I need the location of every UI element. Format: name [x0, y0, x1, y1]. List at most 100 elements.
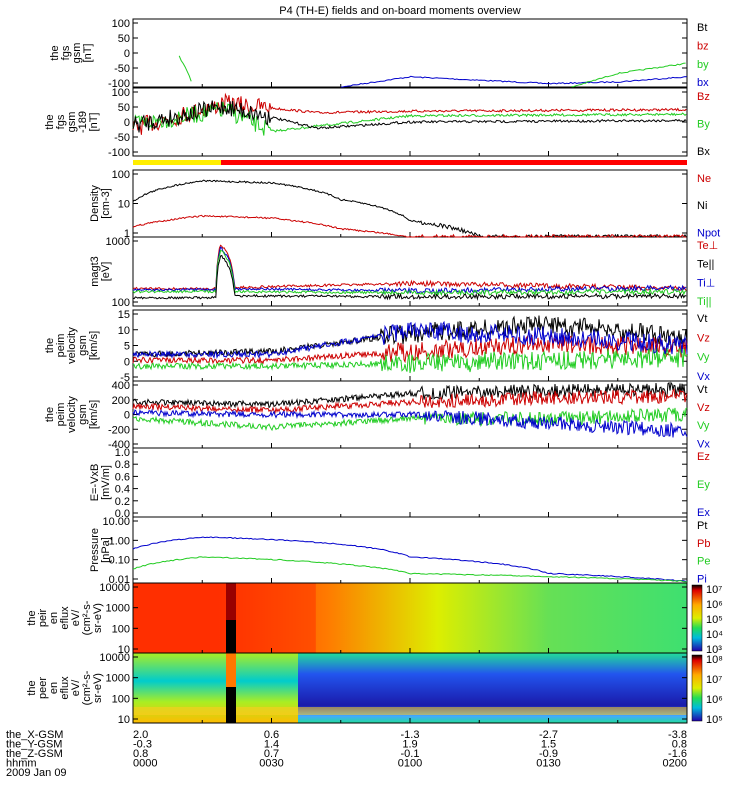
- legend-by: By: [697, 119, 710, 131]
- y-tick-label: 0.10: [109, 555, 130, 567]
- panel-frame: [132, 169, 688, 238]
- legend-ex: Ex: [697, 507, 710, 519]
- footer-label-hhmm: hhmm: [6, 758, 37, 770]
- footer-label-thezgsm: the_Z-GSM: [6, 748, 63, 760]
- y-tick-label: 15: [118, 309, 130, 321]
- y-axis-label-line: -189: [77, 111, 89, 133]
- y-tick-label: 10: [118, 325, 130, 337]
- footer-value: 0.7: [264, 748, 279, 760]
- y-tick-label: 0: [124, 117, 130, 129]
- series-5-vx: [132, 408, 688, 438]
- legend-ti: Ti⊥: [697, 277, 715, 289]
- colorbar-label: 10⁶: [706, 694, 723, 706]
- y-tick-label: 1000: [106, 236, 130, 248]
- y-axis-label-line: eV/: [70, 679, 82, 696]
- y-axis-label-line: fgs: [60, 45, 72, 60]
- electron-low-band: [133, 707, 687, 715]
- series-5-vt: [132, 381, 688, 409]
- legend-by: by: [697, 59, 709, 71]
- y-axis-label-line: [km/s]: [88, 331, 100, 360]
- colorbar-label: 10⁵: [706, 614, 723, 626]
- footer-label-thexgsm: the_X-GSM: [6, 729, 63, 741]
- y-axis-label: Density [cm-3]: [89, 185, 112, 222]
- footer-value: 0000: [133, 758, 157, 770]
- series-5-vy: [132, 407, 688, 432]
- panel-vel2: 400 200 0 -200 -400 the peim velocity gsm [km/s] V…: [44, 380, 710, 451]
- y-axis-label: E=-VxB [mV/m]: [89, 464, 112, 502]
- legend-te: Te⊥: [697, 240, 718, 252]
- y-axis-label-line: gsm: [77, 404, 89, 425]
- y-axis-label-line: velocity: [66, 327, 78, 364]
- legend-ez: Ez: [697, 451, 710, 463]
- figure-title: P4 (TH-E) fields and on-board moments ov…: [279, 5, 521, 17]
- y-axis-label-line: peir: [37, 608, 49, 627]
- legend-pb: Pb: [697, 538, 710, 550]
- legend-ti: Ti||: [697, 296, 711, 308]
- y-tick-label: 0.01: [109, 574, 130, 586]
- y-tick-label: 100: [112, 693, 130, 705]
- y-tick-label: 0: [124, 356, 130, 368]
- footer-value: -0.3: [133, 739, 152, 751]
- y-tick-label: 50: [118, 33, 130, 45]
- panel-fgs: 100 50 0 -50 -100 the fgs gsm [nT] Bt bz by bx: [49, 18, 709, 90]
- legend-pi: Pi: [697, 573, 707, 585]
- legend-bz: Bz: [697, 91, 710, 103]
- footer-value: 0.8: [133, 748, 148, 760]
- y-axis-label: the fgs gsm -189 [nT]: [44, 111, 100, 133]
- y-axis-label-line: the: [26, 680, 38, 695]
- series-1-bx: [132, 100, 687, 133]
- series-4-vy: [133, 347, 688, 374]
- footer-value: 1.4: [264, 739, 279, 751]
- y-axis-label-line: the: [26, 610, 38, 625]
- footer-value: -1.6: [668, 748, 687, 760]
- panel-frame: [132, 447, 688, 518]
- y-tick-label: 0: [124, 48, 130, 60]
- legend-vt: Vt: [697, 313, 707, 325]
- legend-bz: bz: [697, 40, 709, 52]
- y-axis-label-line: en: [48, 682, 60, 694]
- colorbar-label: 10⁶: [706, 599, 723, 611]
- series-1-by: [132, 101, 687, 136]
- y-axis-label: the peim velocity gsm [km/s]: [44, 396, 100, 433]
- y-axis-label: Pressure [nPa]: [89, 528, 112, 572]
- legend-vz: Vz: [697, 402, 710, 414]
- y-tick-label: 10: [118, 644, 130, 656]
- y-tick-label: 0: [124, 410, 130, 422]
- legend-pt: Pt: [697, 520, 707, 532]
- panel-density: 100 10 1 Density [cm-3] Ne Ni Npot: [89, 169, 720, 240]
- y-axis-label-line: E=-VxB: [89, 464, 101, 502]
- y-tick-label: 1000: [106, 603, 130, 615]
- y-axis-label-line: the: [44, 407, 56, 422]
- colorbar-label: 10⁸: [706, 654, 723, 666]
- colorbar-label: 10⁷: [706, 584, 722, 596]
- y-axis-label-line: en: [48, 612, 60, 624]
- y-axis-label-line: velocity: [66, 396, 78, 433]
- y-tick-label: 100: [112, 623, 130, 635]
- y-axis-label-line: [eV]: [100, 262, 112, 282]
- y-axis-label: the fgs gsm [nT]: [49, 43, 94, 64]
- y-axis-label-line: eflux: [59, 676, 71, 700]
- footer-value: 0100: [398, 758, 422, 770]
- y-axis-label-line: gsm: [71, 43, 83, 64]
- y-axis-label-line: [nT]: [82, 44, 94, 63]
- legend-vy: Vy: [697, 420, 710, 432]
- y-tick-label: 10000: [99, 582, 130, 594]
- footer-value: -2.7: [539, 729, 558, 741]
- y-tick-label: 100: [112, 87, 130, 99]
- y-tick-label: -100: [108, 78, 130, 90]
- y-axis-label-line: Density: [89, 185, 101, 222]
- footer-value: 0200: [663, 758, 687, 770]
- series-7-pe: [133, 556, 688, 583]
- y-axis-label-line: peer: [37, 677, 49, 699]
- y-axis-label-line: (cm²-s-: [81, 600, 93, 635]
- footer-value: 1.5: [541, 739, 556, 751]
- colorbar-label: 10⁴: [706, 629, 723, 641]
- y-axis-label-line: gsm: [77, 335, 89, 356]
- y-tick-label: 10.00: [102, 516, 130, 528]
- y-tick-label: 10: [118, 714, 130, 726]
- y-tick-label: -5: [120, 372, 130, 384]
- y-axis-label: the peer en eflux eV/(cm²-s-sr-eV): [26, 670, 104, 705]
- panel-ele_spec: 10000 1000 100 10 the peer en eflux eV/(cm²-s-sr…: [26, 652, 723, 726]
- legend-vx: Vx: [697, 438, 710, 450]
- panel-vel1: 15 10 5 0 -5 the peim velocity gsm [km/s] Vt Vz Vy Vx: [44, 309, 710, 384]
